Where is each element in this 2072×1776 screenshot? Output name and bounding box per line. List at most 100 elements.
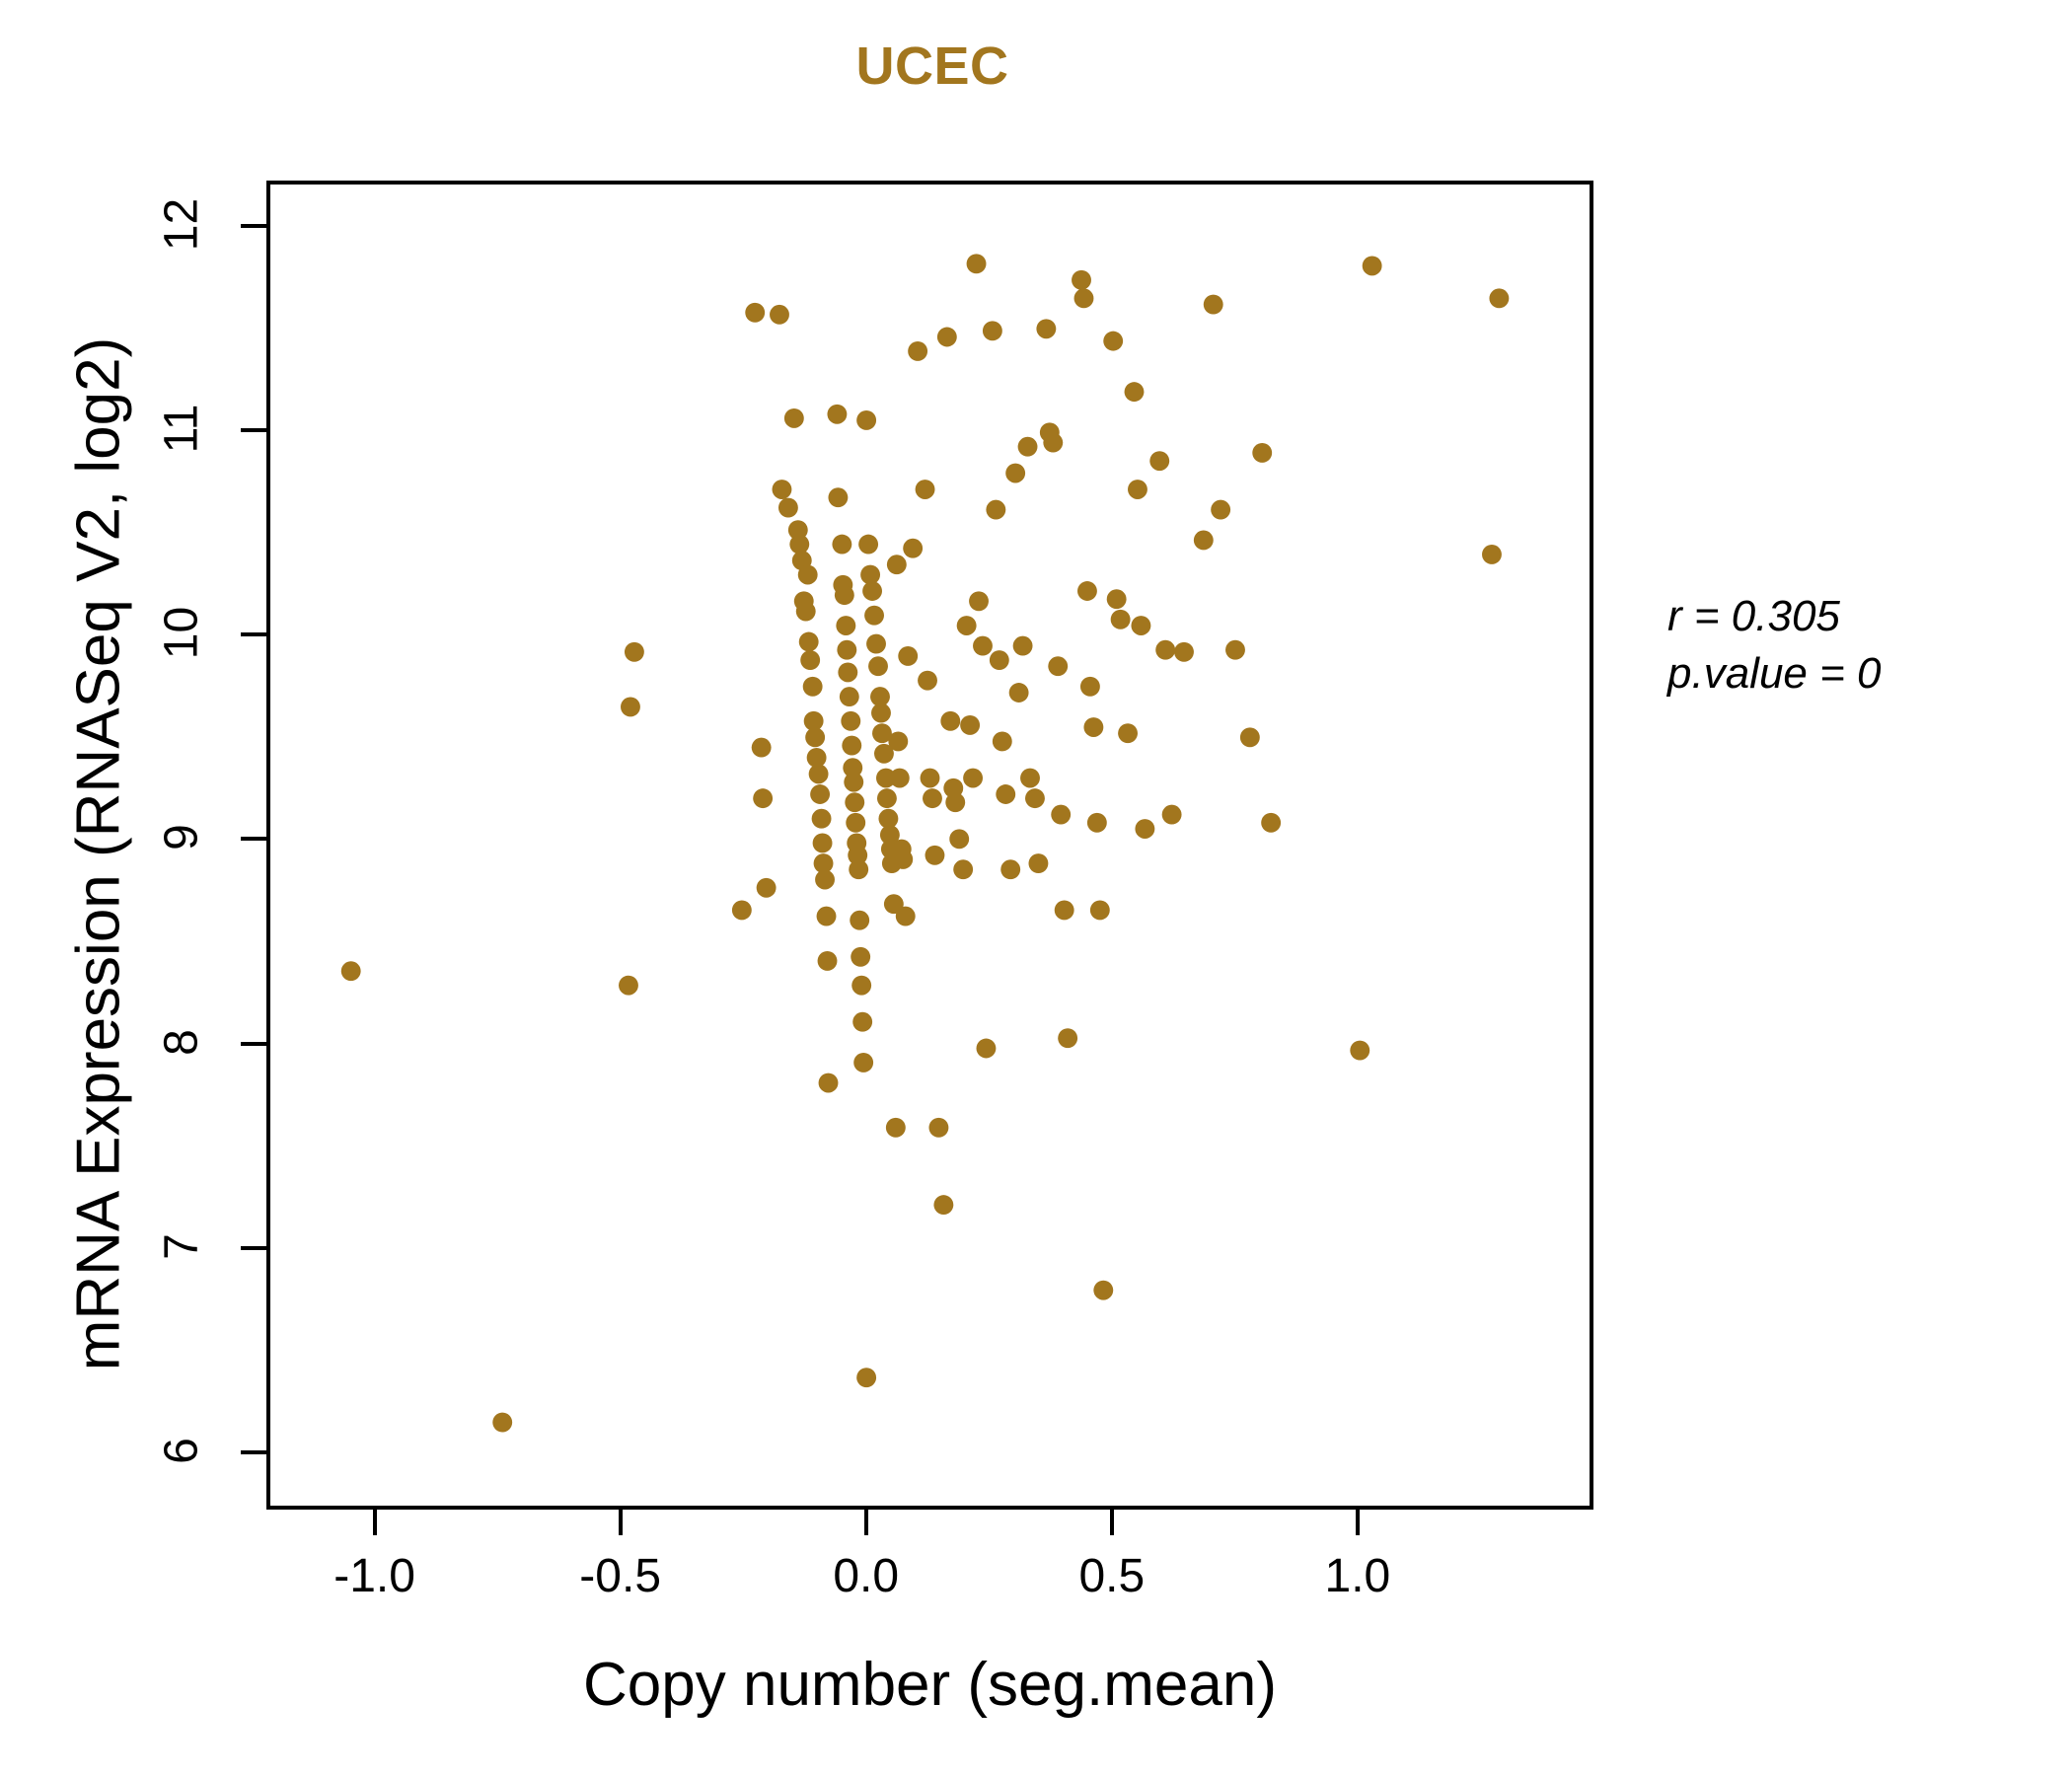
data-point [876, 788, 897, 809]
data-point [803, 710, 824, 731]
y-tick-label: 12 [155, 197, 208, 251]
data-point [810, 784, 831, 804]
data-point [853, 1052, 874, 1073]
data-point [845, 792, 865, 813]
data-point [1079, 676, 1100, 697]
data-point [846, 812, 866, 833]
data-point [895, 906, 916, 926]
data-point [777, 497, 798, 518]
data-point [619, 975, 638, 996]
data-point [986, 499, 1006, 520]
data-point [1008, 683, 1029, 703]
data-point [1131, 616, 1151, 635]
data-point [798, 631, 819, 652]
data-point [1362, 256, 1382, 276]
data-point [842, 735, 862, 756]
data-point [753, 788, 774, 809]
x-tick-label: 1.0 [1324, 1550, 1391, 1602]
data-point [800, 650, 821, 670]
data-point [1482, 544, 1502, 564]
data-point [1193, 530, 1214, 551]
data-point [850, 910, 870, 930]
data-point [806, 747, 827, 768]
data-point [982, 321, 1002, 341]
data-point [996, 784, 1016, 804]
data-point [945, 792, 966, 813]
data-point [841, 710, 861, 731]
data-point [851, 946, 871, 967]
data-point [1048, 656, 1069, 677]
data-point [844, 772, 864, 792]
y-tick-label: 8 [155, 1028, 208, 1056]
data-point [621, 697, 640, 717]
y-tick-label: 6 [155, 1438, 208, 1464]
data-point [1261, 812, 1282, 833]
data-point [870, 687, 890, 707]
data-point [751, 737, 772, 758]
data-point [925, 845, 945, 865]
data-point [808, 764, 829, 784]
data-point [879, 825, 900, 846]
data-point [1089, 900, 1110, 921]
y-tick-mark [241, 1041, 266, 1046]
data-point [860, 564, 881, 585]
data-point [940, 710, 961, 731]
data-point [963, 768, 984, 788]
data-point [851, 975, 872, 996]
data-point [886, 555, 907, 575]
data-point [832, 534, 852, 555]
pvalue-value: p.value = 0 [1667, 649, 1882, 699]
data-point [949, 829, 970, 850]
data-point [918, 670, 937, 691]
data-point [1118, 723, 1138, 744]
y-tick-label: 11 [155, 404, 208, 454]
x-tick-label: 0.0 [833, 1550, 900, 1602]
data-point [956, 616, 977, 635]
data-point [828, 487, 849, 508]
y-tick-mark [241, 837, 266, 842]
data-point [1083, 717, 1104, 737]
data-point [838, 662, 858, 683]
data-point [885, 1117, 906, 1138]
data-point [624, 641, 644, 662]
data-point [805, 727, 826, 748]
data-point [1025, 788, 1045, 809]
data-point [1051, 804, 1072, 825]
data-point [1058, 1028, 1078, 1049]
data-point [1211, 499, 1231, 520]
data-point [960, 715, 981, 735]
data-points-layer [340, 254, 1510, 1433]
data-point [340, 961, 361, 982]
data-point [915, 480, 935, 499]
data-point [1072, 269, 1091, 290]
data-point [1086, 812, 1107, 833]
data-point [1350, 1040, 1370, 1061]
data-point [874, 743, 894, 764]
data-point [1103, 331, 1124, 351]
x-tick-mark [863, 1510, 868, 1535]
data-point [928, 1117, 949, 1138]
data-point [1093, 1280, 1114, 1300]
data-point [783, 407, 804, 428]
x-tick-mark [372, 1510, 377, 1535]
data-point [811, 808, 832, 829]
data-point [815, 869, 835, 890]
data-point [816, 906, 837, 926]
y-tick-mark [241, 1449, 266, 1454]
data-point [923, 788, 942, 809]
data-point [1155, 639, 1176, 660]
data-point [1028, 853, 1049, 873]
plot-area [266, 181, 1593, 1510]
data-point [992, 731, 1012, 752]
data-point [787, 520, 808, 541]
page-title: UCEC [855, 37, 1009, 96]
data-point [745, 302, 766, 323]
data-point [953, 859, 974, 880]
x-tick-label: -1.0 [333, 1550, 415, 1602]
data-point [827, 404, 848, 424]
data-point [1128, 480, 1147, 499]
data-point [1012, 635, 1033, 656]
y-tick-label: 7 [155, 1232, 208, 1260]
data-point [856, 1368, 877, 1388]
